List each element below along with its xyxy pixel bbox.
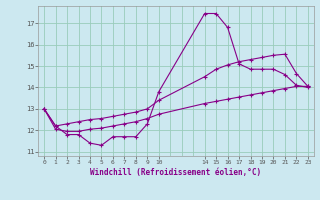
X-axis label: Windchill (Refroidissement éolien,°C): Windchill (Refroidissement éolien,°C) [91, 168, 261, 177]
